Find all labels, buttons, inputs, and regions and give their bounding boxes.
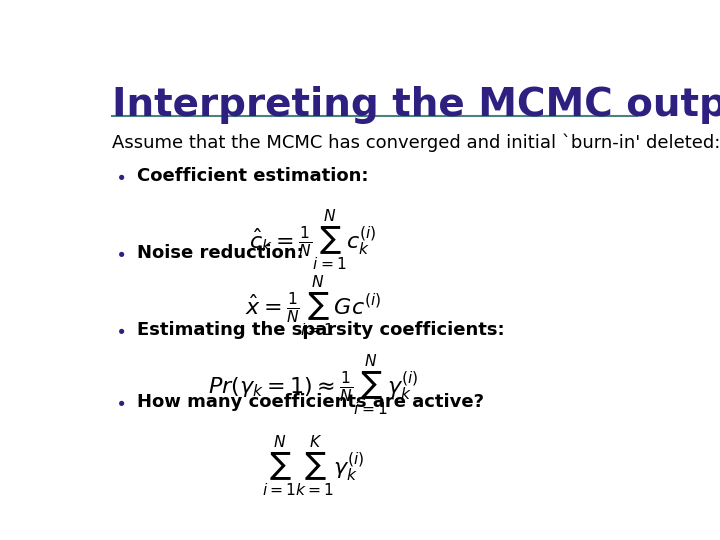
Text: Noise reduction:: Noise reduction: xyxy=(138,244,304,261)
Text: Coefficient estimation:: Coefficient estimation: xyxy=(138,167,369,185)
Text: $\bullet$: $\bullet$ xyxy=(115,244,125,261)
Text: $\hat{x} = \frac{1}{N} \sum_{i=1}^{N} G c^{(i)}$: $\hat{x} = \frac{1}{N} \sum_{i=1}^{N} G … xyxy=(245,275,382,339)
Text: $\bullet$: $\bullet$ xyxy=(115,167,125,185)
Text: $\hat{c}_k = \frac{1}{N} \sum_{i=1}^{N} c_k^{(i)}$: $\hat{c}_k = \frac{1}{N} \sum_{i=1}^{N} … xyxy=(249,208,377,273)
Text: $\sum_{i=1}^{N} \sum_{k=1}^{K} \gamma_k^{(i)}$: $\sum_{i=1}^{N} \sum_{k=1}^{K} \gamma_k^… xyxy=(262,435,364,499)
Text: $Pr(\gamma_k = 1) \approx \frac{1}{N} \sum_{i=1}^{N} \gamma_k^{(i)}$: $Pr(\gamma_k = 1) \approx \frac{1}{N} \s… xyxy=(208,354,418,418)
Text: $\bullet$: $\bullet$ xyxy=(115,393,125,411)
Text: $\bullet$: $\bullet$ xyxy=(115,321,125,339)
Text: How many coefficients are active?: How many coefficients are active? xyxy=(138,393,485,411)
Text: Estimating the sparsity coefficients:: Estimating the sparsity coefficients: xyxy=(138,321,505,339)
Text: Assume that the MCMC has converged and initial `burn-in' deleted:: Assume that the MCMC has converged and i… xyxy=(112,133,720,152)
Text: Interpreting the MCMC output: Interpreting the MCMC output xyxy=(112,85,720,124)
